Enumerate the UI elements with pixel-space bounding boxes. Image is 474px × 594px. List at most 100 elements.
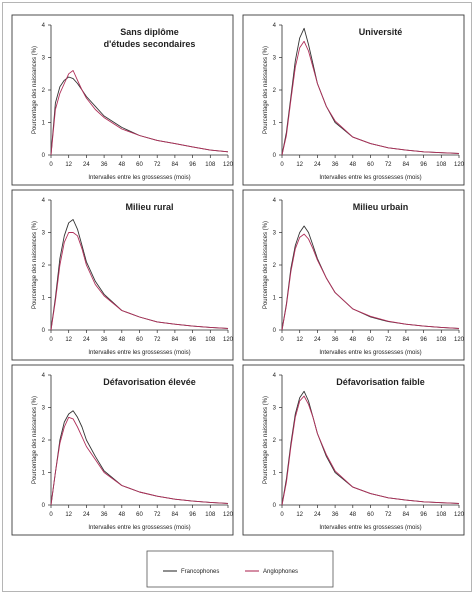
x-tick-label: 48 bbox=[118, 162, 125, 168]
y-axis-title: Pourcentage des naissances (%) bbox=[263, 396, 269, 484]
x-tick-label: 108 bbox=[436, 337, 447, 343]
x-tick-label: 72 bbox=[385, 512, 392, 518]
y-tick-label: 0 bbox=[273, 503, 277, 509]
y-tick-label: 4 bbox=[42, 373, 46, 379]
panel-title: Milieu rural bbox=[125, 202, 173, 212]
x-tick-label: 60 bbox=[367, 337, 374, 343]
x-tick-label: 36 bbox=[332, 512, 339, 518]
x-tick-label: 24 bbox=[83, 162, 90, 168]
y-tick-label: 2 bbox=[273, 438, 277, 444]
y-tick-label: 3 bbox=[42, 56, 46, 62]
x-tick-label: 120 bbox=[454, 162, 465, 168]
y-tick-label: 1 bbox=[273, 121, 277, 127]
x-tick-label: 84 bbox=[403, 337, 410, 343]
panel-title: Milieu urbain bbox=[353, 202, 409, 212]
x-tick-label: 120 bbox=[223, 512, 234, 518]
x-tick-label: 96 bbox=[420, 162, 427, 168]
x-axis-title: Intervalles entre les grossesses (mois) bbox=[319, 350, 421, 356]
y-tick-label: 1 bbox=[273, 471, 277, 477]
y-tick-label: 2 bbox=[42, 438, 46, 444]
y-tick-label: 0 bbox=[42, 503, 46, 509]
x-tick-label: 108 bbox=[436, 162, 447, 168]
x-tick-label: 84 bbox=[172, 162, 179, 168]
x-axis-title: Intervalles entre les grossesses (mois) bbox=[319, 175, 421, 181]
x-tick-label: 12 bbox=[65, 162, 72, 168]
x-tick-label: 60 bbox=[367, 512, 374, 518]
panel-title: Défavorisation faible bbox=[336, 377, 425, 387]
panel-title: Université bbox=[359, 27, 403, 37]
x-tick-label: 24 bbox=[83, 337, 90, 343]
series-line-anglophones bbox=[281, 40, 460, 156]
y-tick-label: 1 bbox=[42, 296, 46, 302]
x-tick-label: 108 bbox=[205, 337, 216, 343]
x-tick-label: 24 bbox=[314, 512, 321, 518]
x-tick-label: 36 bbox=[101, 512, 108, 518]
x-tick-label: 48 bbox=[349, 337, 356, 343]
x-tick-label: 96 bbox=[420, 337, 427, 343]
y-axis-title: Pourcentage des naissances (%) bbox=[263, 221, 269, 309]
y-axis-title: Pourcentage des naissances (%) bbox=[263, 46, 269, 134]
y-tick-label: 4 bbox=[273, 198, 277, 204]
x-axis-title: Intervalles entre les grossesses (mois) bbox=[88, 525, 190, 531]
x-tick-label: 96 bbox=[189, 512, 196, 518]
y-tick-label: 2 bbox=[42, 263, 46, 269]
x-tick-label: 48 bbox=[349, 162, 356, 168]
x-tick-label: 108 bbox=[436, 512, 447, 518]
x-tick-label: 84 bbox=[172, 337, 179, 343]
x-tick-label: 24 bbox=[314, 162, 321, 168]
panel-border bbox=[242, 14, 465, 186]
x-tick-label: 36 bbox=[332, 337, 339, 343]
x-tick-label: 0 bbox=[49, 512, 53, 518]
panel-border bbox=[242, 364, 465, 536]
x-tick-label: 48 bbox=[349, 512, 356, 518]
x-tick-label: 60 bbox=[136, 337, 143, 343]
x-tick-label: 96 bbox=[189, 162, 196, 168]
x-tick-label: 0 bbox=[49, 337, 53, 343]
panel-border bbox=[242, 189, 465, 361]
y-tick-label: 3 bbox=[42, 231, 46, 237]
x-tick-label: 120 bbox=[223, 337, 234, 343]
legend-label: Anglophones bbox=[263, 569, 298, 575]
y-tick-label: 3 bbox=[42, 406, 46, 412]
legend-box bbox=[146, 550, 334, 588]
y-tick-label: 0 bbox=[42, 328, 46, 334]
x-tick-label: 72 bbox=[154, 162, 161, 168]
y-tick-label: 1 bbox=[42, 121, 46, 127]
x-tick-label: 72 bbox=[385, 337, 392, 343]
x-tick-label: 12 bbox=[296, 337, 303, 343]
x-tick-label: 48 bbox=[118, 337, 125, 343]
x-axis-title: Intervalles entre les grossesses (mois) bbox=[88, 350, 190, 356]
y-tick-label: 2 bbox=[42, 88, 46, 94]
x-tick-label: 84 bbox=[403, 162, 410, 168]
x-tick-label: 12 bbox=[296, 162, 303, 168]
y-axis-title: Pourcentage des naissances (%) bbox=[32, 221, 38, 309]
x-tick-label: 108 bbox=[205, 162, 216, 168]
y-tick-label: 4 bbox=[42, 198, 46, 204]
panel-border bbox=[11, 364, 234, 536]
x-tick-label: 60 bbox=[136, 512, 143, 518]
x-tick-label: 36 bbox=[332, 162, 339, 168]
x-tick-label: 12 bbox=[296, 512, 303, 518]
panel-title: Défavorisation élevée bbox=[103, 377, 196, 387]
panel-border bbox=[11, 14, 234, 186]
x-tick-label: 24 bbox=[314, 337, 321, 343]
x-tick-label: 36 bbox=[101, 162, 108, 168]
series-line-anglophones bbox=[50, 232, 229, 331]
legend: Francophones Anglophones bbox=[146, 550, 334, 588]
series-line-anglophones bbox=[50, 416, 229, 506]
x-tick-label: 72 bbox=[154, 337, 161, 343]
panel-title: d'études secondaires bbox=[104, 39, 196, 49]
x-tick-label: 0 bbox=[280, 337, 284, 343]
y-tick-label: 4 bbox=[42, 23, 46, 29]
x-tick-label: 84 bbox=[172, 512, 179, 518]
y-axis-title: Pourcentage des naissances (%) bbox=[32, 396, 38, 484]
series-line-anglophones bbox=[281, 395, 460, 506]
x-tick-label: 24 bbox=[83, 512, 90, 518]
x-tick-label: 108 bbox=[205, 512, 216, 518]
